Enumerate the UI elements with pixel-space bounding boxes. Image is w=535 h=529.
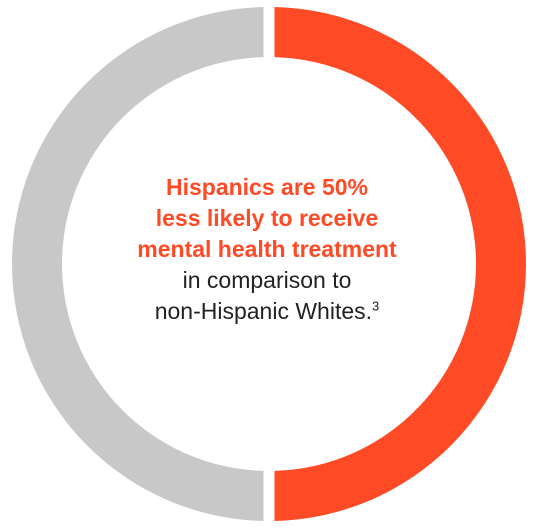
- footnote-marker: 3: [372, 298, 380, 314]
- plain-line-1: in comparison to: [182, 267, 352, 293]
- highlight-line-2: less likely to receive: [155, 205, 379, 231]
- donut-slice-right: [274, 7, 527, 521]
- donut-slice-left: [11, 7, 264, 521]
- plain-line-2: non-Hispanic Whites.3: [92, 296, 442, 327]
- highlight-line-1: Hispanics are 50%: [165, 174, 368, 200]
- plain-line-2-text: non-Hispanic Whites.: [154, 298, 373, 324]
- donut-center-text: Hispanics are 50% less likely to receive…: [92, 172, 442, 327]
- highlight-line-3: mental health treatment: [137, 236, 397, 262]
